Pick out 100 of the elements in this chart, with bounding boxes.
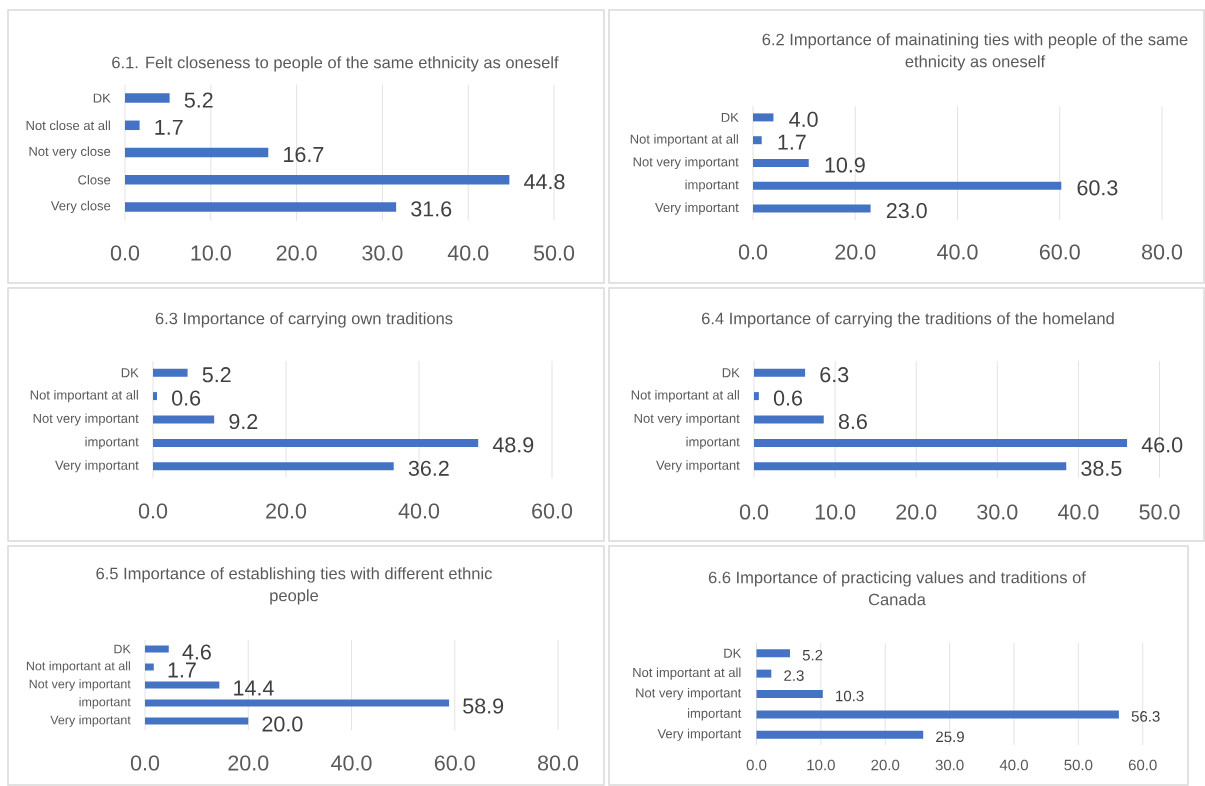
y-tick-label: important: [685, 179, 739, 192]
data-label: 31.6: [411, 201, 452, 217]
y-tick-label: Not very close: [29, 146, 111, 159]
bar: [125, 93, 170, 103]
y-tick-label: DK: [121, 368, 139, 378]
x-tick-label: 40.0: [447, 245, 489, 261]
y-tick-label: Not very important: [636, 687, 742, 701]
x-tick-label: 0.0: [130, 755, 160, 771]
y-tick-label: Not very important: [634, 413, 740, 426]
bar: [754, 462, 1067, 471]
y-tick-label: Very important: [655, 202, 739, 215]
bar: [125, 147, 269, 158]
x-tick-label: 10.0: [815, 504, 856, 520]
x-tick-label: 30.0: [362, 245, 403, 261]
x-tick-label: 20.0: [276, 245, 317, 261]
bar: [753, 181, 1062, 190]
x-tick-label: 20.0: [871, 759, 900, 771]
x-tick-label: 40.0: [398, 503, 440, 519]
x-tick-label: 60.0: [1039, 244, 1080, 260]
x-tick-label: 50.0: [1064, 759, 1093, 771]
data-label: 5.2: [202, 367, 231, 383]
y-tick-label: important: [687, 708, 742, 721]
data-label: 10.3: [836, 690, 864, 702]
data-label: 14.4: [234, 680, 274, 696]
bar: [145, 717, 249, 725]
data-label: 1.7: [168, 662, 196, 678]
bar: [756, 690, 823, 699]
chart-title: 6.4 Importance of carrying the traditions of the homeland: [702, 312, 1114, 328]
x-tick-label: 40.0: [999, 759, 1028, 771]
bar: [753, 159, 809, 167]
bar: [754, 392, 759, 401]
x-tick-label: 50.0: [533, 245, 575, 261]
x-tick-label: 80.0: [538, 755, 579, 771]
y-tick-label: DK: [721, 112, 739, 122]
y-tick-label: DK: [724, 648, 742, 658]
y-tick-label: DK: [93, 93, 111, 103]
data-label: 9.2: [229, 413, 258, 430]
data-label: 38.5: [1081, 460, 1122, 476]
data-label: 16.7: [284, 146, 324, 163]
y-tick-label: Not very important: [633, 156, 739, 170]
bar: [153, 392, 157, 401]
y-tick-label: Not very important: [29, 679, 131, 691]
bar: [145, 699, 450, 707]
data-label: 60.3: [1077, 180, 1118, 196]
x-tick-label: 0.0: [739, 504, 769, 520]
data-label: 10.9: [825, 157, 865, 173]
y-tick-label: Very close: [50, 200, 111, 213]
data-label: 20.0: [262, 716, 303, 732]
x-tick-label: 60.0: [434, 755, 475, 771]
bar: [753, 136, 762, 145]
y-tick-label: DK: [722, 368, 740, 378]
data-label: 25.9: [936, 731, 964, 743]
data-label: 6.3: [820, 367, 849, 383]
bar: [125, 174, 510, 185]
data-label: 0.6: [172, 390, 201, 406]
x-tick-label: 0.0: [746, 759, 767, 771]
x-tick-label: 40.0: [937, 244, 978, 260]
y-tick-label: Not important at all: [630, 134, 738, 147]
y-tick-label: Very important: [50, 715, 131, 727]
y-tick-label: important: [79, 697, 131, 709]
x-tick-label: 0.0: [110, 245, 140, 261]
x-tick-label: 60.0: [1128, 759, 1157, 771]
data-label: 5.2: [184, 92, 213, 108]
bar: [754, 368, 806, 377]
data-label: 56.3: [1131, 711, 1160, 722]
y-tick-label: Very important: [656, 460, 740, 473]
bar: [145, 645, 169, 653]
bar: [153, 462, 394, 471]
bar: [125, 120, 140, 131]
x-tick-label: 60.0: [532, 503, 573, 519]
x-tick-label: 0.0: [738, 244, 768, 260]
chart-title: 6.5 Importance of establishing ties with different ethnic people: [96, 567, 492, 605]
bar: [153, 415, 215, 424]
data-label: 46.0: [1141, 437, 1183, 453]
data-label: 8.6: [838, 413, 867, 430]
data-label: 48.9: [492, 437, 534, 453]
y-tick-label: DK: [114, 644, 131, 654]
x-tick-label: 50.0: [1139, 504, 1180, 520]
bar: [753, 204, 871, 213]
data-label: 2.3: [784, 670, 804, 681]
bar: [145, 681, 220, 689]
bar: [125, 202, 397, 212]
bar: [153, 368, 188, 377]
data-label: 0.6: [773, 390, 803, 406]
x-tick-label: 80.0: [1142, 244, 1183, 260]
bar: [756, 669, 772, 678]
y-tick-label: Not important at all: [633, 667, 741, 680]
chart-title: 6.3 Importance of carrying own traditions: [155, 312, 453, 328]
x-tick-label: 20.0: [896, 504, 937, 520]
bar: [754, 415, 824, 424]
bar: [753, 113, 774, 122]
y-tick-label: important: [85, 436, 139, 449]
x-tick-label: 10.0: [191, 245, 231, 261]
x-tick-label: 40.0: [1057, 504, 1099, 520]
chart-title: 6.6 Importance of practicing values and traditions of Canada: [708, 571, 1086, 606]
data-label: 1.7: [155, 119, 183, 135]
data-label: 5.2: [802, 649, 823, 661]
chart-title: 6.1. Felt closeness to people of the same ethnicity as oneself: [112, 56, 559, 72]
y-tick-label: Not close at all: [26, 120, 110, 131]
x-tick-label: 20.0: [835, 244, 876, 260]
